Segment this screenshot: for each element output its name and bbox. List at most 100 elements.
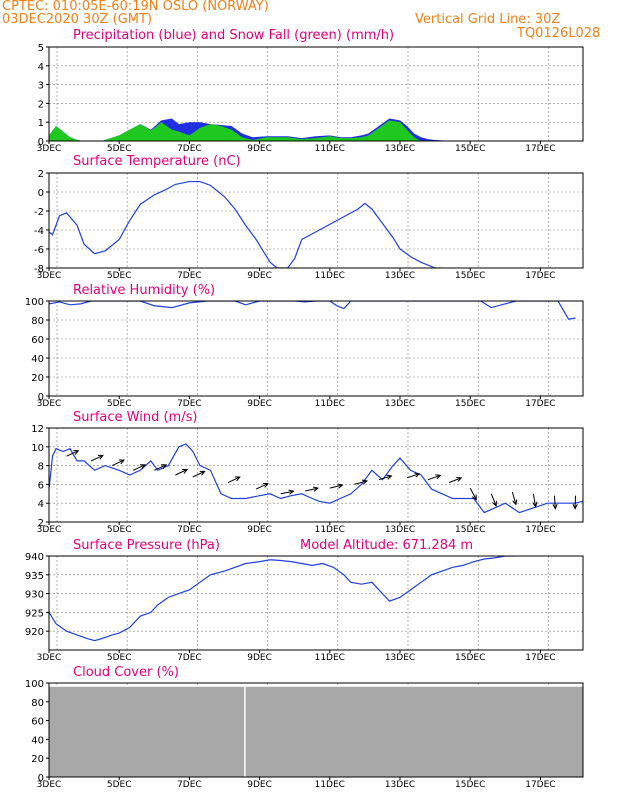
temp-ytick-label: -6	[34, 245, 44, 256]
temp-ytick-label: 0	[38, 188, 44, 199]
wind-arrowhead	[337, 483, 344, 489]
rh-xtick-label: 11DEC	[315, 399, 345, 409]
temp-xtick-label: 9DEC	[247, 271, 272, 281]
wind-ytick-label: 10	[31, 443, 44, 454]
wind-arrowhead	[572, 503, 578, 510]
precip-xtick-label: 15DEC	[455, 144, 485, 154]
wind-arrowhead	[262, 483, 269, 488]
rh-xtick-label: 9DEC	[247, 399, 272, 409]
temp-line	[49, 180, 443, 268]
wind-arrowhead	[288, 489, 295, 495]
wind-arrow	[154, 464, 167, 471]
wind-arrowhead	[140, 464, 147, 469]
header-code: TQ0126L028	[517, 26, 601, 41]
cloud-ytick-label: 60	[31, 717, 44, 728]
wind-arrow	[255, 483, 269, 490]
wind-series	[49, 443, 583, 514]
cloud-ytick-label: 0	[38, 773, 44, 784]
rh-ytick-label: 0	[38, 392, 44, 403]
header-grid-line: Vertical Grid Line: 30Z	[415, 12, 561, 27]
wind-arrowhead	[414, 472, 421, 478]
cloud-xtick-label: 15DEC	[455, 780, 485, 790]
pres-ytick-label: 920	[25, 627, 44, 638]
wind-arrow	[427, 474, 441, 481]
temp-xtick-label: 17DEC	[525, 271, 555, 281]
cloud-xtick-label: 7DEC	[177, 780, 202, 790]
rh-xtick-label: 5DEC	[107, 399, 132, 409]
rh-frame	[48, 300, 584, 397]
temp-ytick-label: -4	[34, 226, 44, 237]
wind-arrowhead	[118, 459, 126, 465]
wind-arrow	[133, 464, 146, 471]
wind-xtick-label: 5DEC	[107, 525, 132, 535]
rh-ytick-label: 40	[31, 354, 44, 365]
wind-arrowhead	[512, 499, 518, 506]
precip-frame	[48, 46, 584, 142]
wind-arrowhead	[456, 476, 463, 482]
precip-ytick-label: 4	[38, 62, 44, 73]
precip-xtick-label: 13DEC	[385, 144, 415, 154]
wind-arrow	[280, 490, 294, 495]
wind-ytick-label: 8	[38, 462, 44, 473]
cloud-area	[49, 686, 583, 777]
pres-title: Surface Pressure (hPa)	[73, 538, 220, 553]
rh-line	[49, 301, 576, 320]
wind-arrowhead	[361, 479, 369, 485]
temp-xtick-label: 3DEC	[37, 271, 62, 281]
wind-arrowhead	[312, 486, 320, 492]
rh-ytick-label: 20	[31, 373, 44, 384]
pres-xtick-label: 7DEC	[177, 653, 202, 663]
precip-ytick-label: 5	[38, 43, 44, 54]
temp-ytick-label: 2	[38, 169, 44, 180]
wind-xtick-label: 15DEC	[455, 525, 485, 535]
wind-arrowhead	[532, 501, 538, 508]
cloud-xtick-label: 5DEC	[107, 780, 132, 790]
pres-xtick-label: 9DEC	[247, 653, 272, 663]
wind-xtick-label: 13DEC	[385, 525, 415, 535]
temp-xtick-label: 5DEC	[107, 271, 132, 281]
wind-arrow	[511, 491, 517, 505]
wind-arrowhead	[161, 464, 168, 469]
wind-arrow	[329, 484, 343, 489]
pres-ytick-label: 935	[25, 571, 44, 582]
pres-ytick-label: 930	[25, 590, 44, 601]
wind-xtick-label: 11DEC	[315, 525, 345, 535]
wind-arrow	[406, 473, 420, 479]
wind-ytick-label: 6	[38, 480, 44, 491]
wind-arrow	[469, 487, 477, 500]
wind-arrow	[192, 470, 205, 478]
wind-xtick-label: 17DEC	[525, 525, 555, 535]
wind-arrow	[111, 459, 125, 467]
temp-xtick-label: 11DEC	[315, 271, 345, 281]
wind-arrow	[354, 480, 368, 485]
wind-arrowhead	[471, 494, 477, 501]
precip-ytick-label: 0	[38, 137, 44, 148]
precip-xtick-label: 3DEC	[37, 144, 62, 154]
wind-arrowhead	[435, 474, 442, 480]
wind-xtick-label: 9DEC	[247, 525, 272, 535]
cloud-xtick-label: 13DEC	[385, 780, 415, 790]
pres-ytick-label: 925	[25, 608, 44, 619]
cloud-series	[49, 683, 583, 777]
wind-arrowhead	[386, 474, 393, 480]
pres-xtick-label: 17DEC	[525, 653, 555, 663]
wind-frame	[48, 427, 584, 523]
precip-xtick-label: 11DEC	[315, 144, 345, 154]
rh-xtick-label: 17DEC	[525, 399, 555, 409]
pres-xtick-label: 13DEC	[385, 653, 415, 663]
wind-arrow	[66, 450, 79, 457]
snow-area	[49, 120, 583, 141]
cloud-xtick-label: 11DEC	[315, 780, 345, 790]
wind-arrow	[448, 477, 462, 483]
wind-arrowhead	[492, 500, 497, 507]
precip-xtick-label: 5DEC	[107, 144, 132, 154]
temp-frame	[48, 172, 584, 269]
rh-xtick-label: 15DEC	[455, 399, 485, 409]
wind-ytick-label: 2	[38, 518, 44, 529]
temp-series	[49, 180, 443, 268]
wind-arrow	[227, 476, 241, 483]
cloud-ytick-label: 20	[31, 754, 44, 765]
cloud-xtick-label: 17DEC	[525, 780, 555, 790]
model-altitude: Model Altitude: 671.284 m	[300, 538, 474, 553]
